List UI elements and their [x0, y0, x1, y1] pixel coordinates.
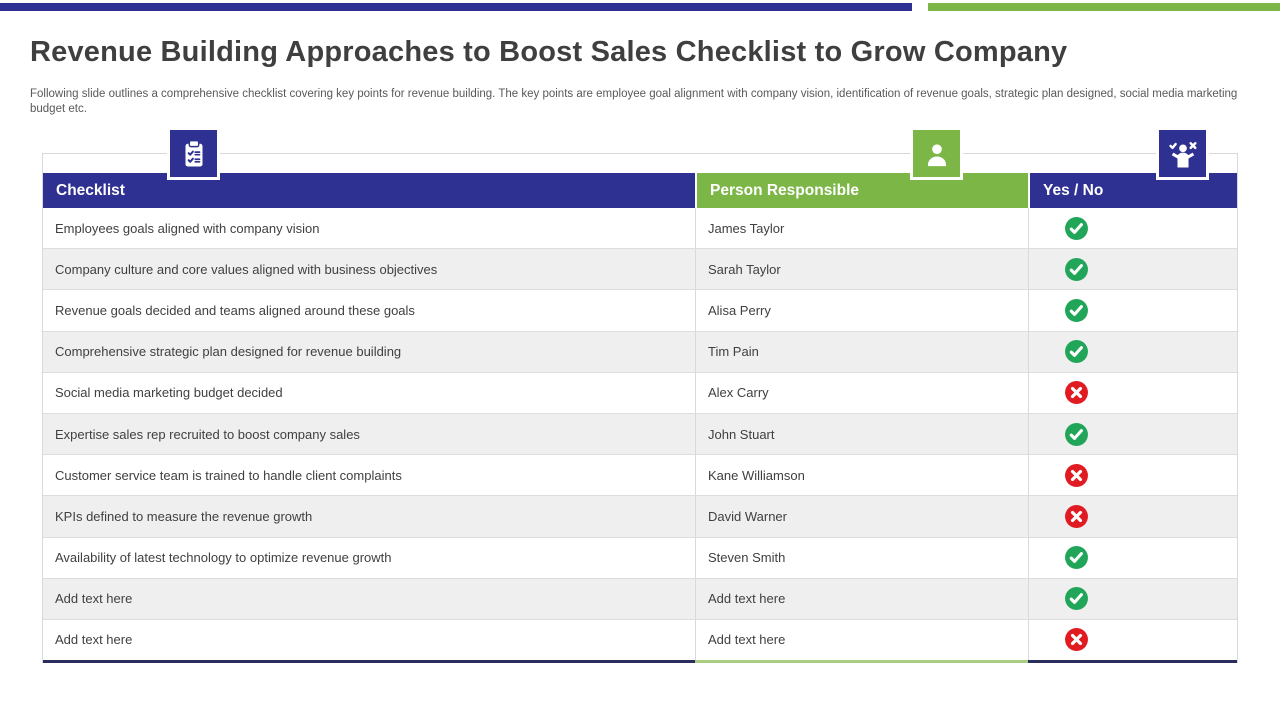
person-cell: Add text here — [695, 578, 1028, 619]
status-cell — [1028, 455, 1237, 496]
yes-check-icon — [1064, 298, 1089, 323]
person-cell: Alex Carry — [695, 372, 1028, 413]
person-check-cross-icon — [1156, 127, 1209, 180]
yes-check-icon — [1064, 257, 1089, 282]
column-header-label: Checklist — [56, 181, 125, 199]
person-cell: Alisa Perry — [695, 290, 1028, 331]
status-cell — [1028, 496, 1237, 537]
table-row: KPIs defined to measure the revenue grow… — [43, 496, 1237, 538]
table-row: Employees goals aligned with company vis… — [43, 208, 1237, 250]
yes-check-icon — [1064, 216, 1089, 241]
person-cell: Tim Pain — [695, 331, 1028, 372]
checklist-cell: Expertise sales rep recruited to boost c… — [55, 426, 360, 442]
person-cell: James Taylor — [695, 208, 1028, 249]
table-row: Customer service team is trained to hand… — [43, 455, 1237, 497]
status-cell — [1028, 290, 1237, 331]
table-row: Expertise sales rep recruited to boost c… — [43, 413, 1237, 456]
checklist-cell: Add text here — [55, 591, 133, 607]
status-cell — [1028, 372, 1237, 413]
checklist-cell: Company culture and core values aligned … — [55, 261, 438, 277]
status-cell — [1028, 578, 1237, 619]
accent-green — [695, 660, 1028, 663]
slide-subtitle: Following slide outlines a comprehensive… — [30, 88, 1238, 115]
checklist-cell: KPIs defined to measure the revenue grow… — [55, 508, 313, 524]
table-row: Comprehensive strategic plan designed fo… — [43, 331, 1237, 373]
status-cell — [1028, 413, 1237, 455]
table-row: Social media marketing budget decided Ale… — [43, 372, 1237, 414]
person-cell: David Warner — [695, 496, 1028, 537]
accent-navy-right — [1028, 660, 1237, 663]
status-cell — [1028, 249, 1237, 290]
person-cell: John Stuart — [695, 413, 1028, 455]
checklist-cell: Comprehensive strategic plan designed fo… — [55, 344, 402, 360]
column-header-label: Person Responsible — [710, 181, 860, 199]
status-cell — [1028, 208, 1237, 249]
table-row: Company culture and core values aligned … — [43, 249, 1237, 291]
table-header: Checklist Person Responsible Yes / No — [43, 173, 1237, 208]
person-icon — [910, 127, 963, 180]
person-cell: Steven Smith — [695, 537, 1028, 578]
no-cross-icon — [1064, 504, 1089, 529]
yes-check-icon — [1064, 422, 1089, 447]
column-header-person-responsible: Person Responsible — [695, 173, 1028, 208]
accent-navy-left — [43, 660, 695, 663]
checklist-table: Checklist Person Responsible Yes / No Em… — [42, 153, 1238, 663]
top-bar-green — [928, 3, 1280, 11]
checklist-cell: Social media marketing budget decided — [55, 385, 283, 401]
no-cross-icon — [1064, 463, 1089, 488]
table-top-spacer — [43, 154, 1237, 173]
column-header-checklist: Checklist — [43, 173, 695, 208]
checklist-cell: Employees goals aligned with company vis… — [55, 220, 320, 236]
status-cell — [1028, 537, 1237, 578]
top-bar-navy — [0, 3, 912, 11]
checklist-cell: Revenue goals decided and teams aligned … — [55, 302, 415, 318]
person-cell: Kane Williamson — [695, 455, 1028, 496]
checklist-cell: Availability of latest technology to opt… — [55, 550, 392, 566]
yes-check-icon — [1064, 545, 1089, 570]
table-row: Add text here Add text here — [43, 619, 1237, 661]
yes-check-icon — [1064, 586, 1089, 611]
checklist-cell: Customer service team is trained to hand… — [55, 467, 402, 483]
person-cell: Sarah Taylor — [695, 249, 1028, 290]
no-cross-icon — [1064, 627, 1089, 652]
column-header-label: Yes / No — [1043, 181, 1104, 199]
status-cell — [1028, 331, 1237, 372]
table-row: Add text here Add text here — [43, 578, 1237, 620]
table-row: Revenue goals decided and teams aligned … — [43, 290, 1237, 332]
table-bottom-accent — [43, 660, 1237, 663]
yes-check-icon — [1064, 339, 1089, 364]
table-row: Availability of latest technology to opt… — [43, 537, 1237, 579]
person-cell: Add text here — [695, 619, 1028, 661]
checklist-cell: Add text here — [55, 632, 133, 648]
status-cell — [1028, 619, 1237, 661]
slide-title: Revenue Building Approaches to Boost Sal… — [30, 36, 1068, 68]
no-cross-icon — [1064, 380, 1089, 405]
table-body: Employees goals aligned with company vis… — [43, 208, 1237, 661]
clipboard-checklist-icon — [167, 127, 220, 180]
